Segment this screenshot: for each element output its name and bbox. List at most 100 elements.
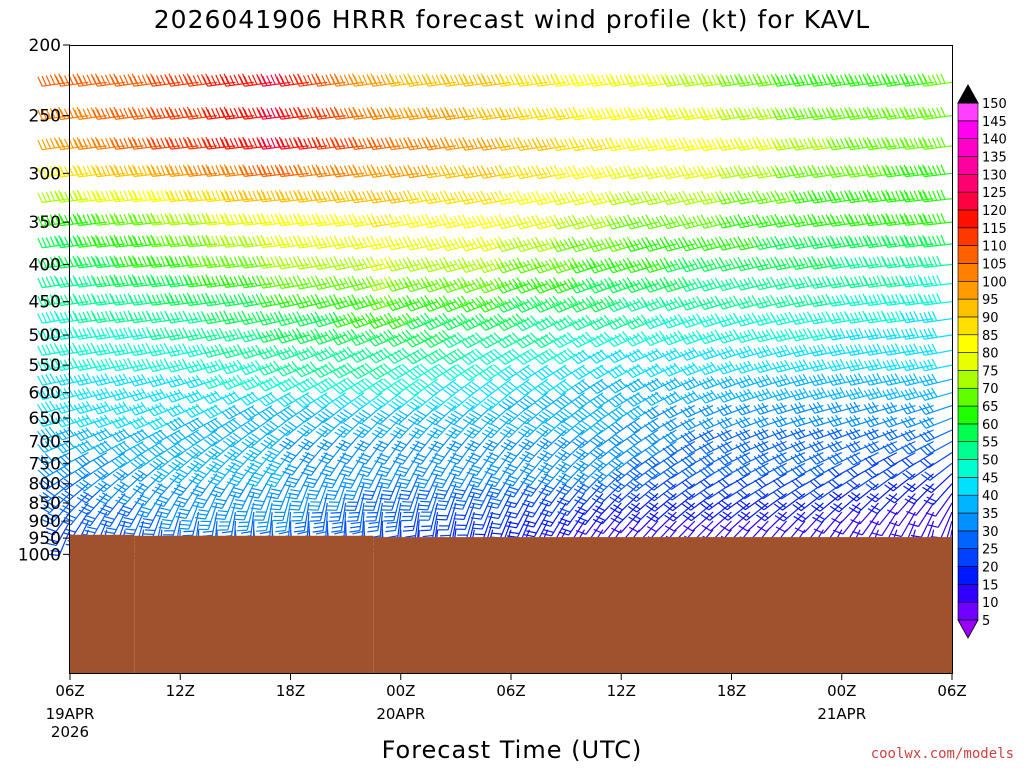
wind-barb: [276, 392, 310, 408]
wind-barb: [882, 327, 916, 340]
wind-barb: [110, 357, 144, 372]
wind-barb: [349, 502, 365, 533]
colorbar-segment: [957, 156, 979, 175]
wind-barb: [260, 429, 291, 450]
wind-barb: [555, 452, 585, 473]
wind-barb: [754, 473, 787, 488]
wind-barb: [864, 164, 897, 178]
wind-barb: [845, 358, 879, 372]
wind-barb: [202, 212, 236, 226]
wind-barb: [515, 348, 549, 365]
wind-barb: [37, 164, 71, 178]
colorbar-label: 10: [982, 596, 999, 611]
wind-barb: [735, 312, 769, 327]
wind-barb: [481, 417, 512, 439]
colorbar-segment: [957, 227, 979, 246]
wind-barb: [625, 165, 659, 180]
wind-barb: [395, 463, 420, 489]
wind-barb: [845, 343, 879, 356]
wind-barb: [184, 164, 218, 177]
wind-barb: [93, 462, 126, 480]
wind-barb: [794, 511, 824, 534]
wind-barb: [919, 274, 953, 288]
wind-barb: [129, 189, 162, 203]
wind-barb: [717, 473, 751, 489]
wind-barb: [753, 137, 787, 151]
colorbar-segment: [957, 191, 979, 211]
wind-barb: [606, 165, 640, 180]
wind-barb: [117, 493, 144, 517]
colorbar-label: 45: [982, 471, 999, 486]
wind-barb: [845, 164, 879, 178]
wind-barb: [349, 312, 383, 329]
wind-barb: [680, 362, 714, 376]
wind-barb: [331, 136, 365, 150]
wind-barb: [900, 373, 934, 386]
wind-barb: [627, 483, 659, 503]
wind-barb: [882, 189, 916, 203]
wind-barb: [166, 255, 199, 268]
wind-barb: [808, 255, 842, 270]
colorbar-segment: [957, 405, 979, 425]
wind-barb: [514, 257, 548, 274]
wind-barb: [790, 387, 824, 401]
wind-barb: [698, 329, 732, 345]
wind-barb: [569, 236, 604, 253]
wind-barb: [661, 214, 695, 230]
wind-barb: [202, 189, 236, 203]
wind-barb: [625, 73, 659, 87]
wind-barb: [643, 314, 677, 330]
wind-barb: [607, 417, 640, 434]
wind-barb: [478, 73, 512, 87]
wind-barb: [533, 214, 567, 230]
wind-barb: [558, 511, 585, 536]
wind-barb: [533, 277, 567, 294]
wind-barb: [483, 441, 512, 464]
wind-barb: [496, 277, 530, 294]
wind-barb: [257, 275, 291, 289]
wind-barb: [220, 374, 255, 390]
wind-barb: [282, 452, 310, 476]
wind-barb: [680, 190, 714, 206]
wind-barb: [74, 136, 107, 150]
wind-barb: [680, 295, 714, 311]
wind-barb: [626, 462, 659, 481]
wind-barb: [299, 441, 328, 464]
wind-barb: [74, 73, 107, 87]
wind-barb: [735, 137, 769, 151]
wind-barb: [147, 73, 181, 87]
wind-barb: [279, 429, 310, 450]
wind-barb: [257, 327, 291, 343]
wind-barb: [606, 107, 640, 121]
wind-barb: [312, 235, 346, 249]
wind-barb: [625, 107, 659, 121]
wind-barb: [533, 190, 567, 206]
wind-barb: [166, 189, 199, 203]
wind-barb: [184, 234, 218, 248]
wind-barb: [536, 429, 567, 450]
wind-barb: [74, 310, 107, 324]
wind-barb: [662, 107, 695, 121]
wind-barb: [434, 483, 457, 511]
wind-barb: [331, 362, 365, 379]
wind-barb: [57, 483, 89, 503]
wind-barb: [245, 462, 273, 487]
wind-barb: [223, 441, 255, 461]
wind-barb: [716, 295, 751, 310]
wind-barb: [351, 392, 383, 410]
wind-barb: [553, 405, 585, 424]
wind-barb: [716, 312, 751, 328]
wind-barb: [477, 236, 512, 252]
wind-barb: [276, 106, 309, 120]
wind-barb: [845, 310, 879, 324]
wind-barb: [606, 257, 640, 274]
wind-barb: [328, 493, 347, 522]
wind-barb: [496, 165, 530, 179]
wind-barb: [92, 440, 126, 455]
wind-barb: [753, 374, 787, 388]
wind-barb: [496, 106, 530, 121]
wind-barb: [827, 414, 861, 427]
colorbar-segment: [957, 298, 979, 318]
wind-barb: [606, 314, 640, 331]
wind-barb: [368, 363, 402, 380]
